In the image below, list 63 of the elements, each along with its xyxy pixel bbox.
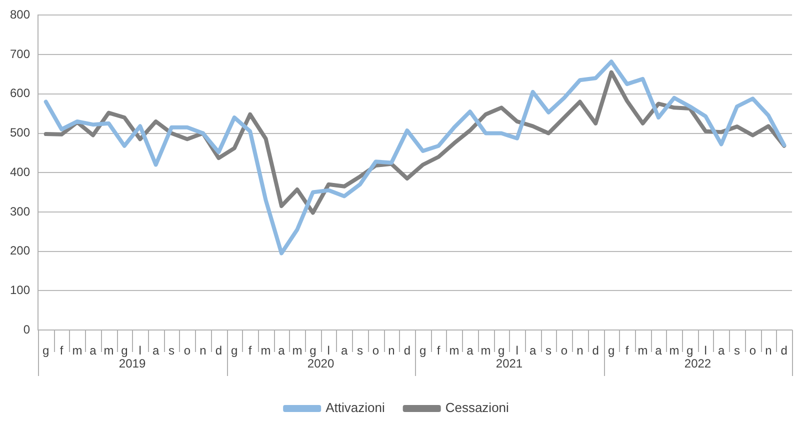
x-tick-label: m [292, 344, 302, 358]
x-tick-label: g [121, 344, 128, 358]
x-tick-label: m [260, 344, 271, 358]
x-tick-label: s [734, 344, 740, 358]
x-tick-label: m [480, 344, 491, 358]
x-tick-label: m [669, 344, 680, 358]
x-tick-label: l [704, 344, 707, 358]
text: 2019 [118, 356, 146, 370]
x-tick-label: g [231, 344, 238, 358]
y-tick-label: 400 [10, 164, 30, 179]
y-tick-label: 300 [10, 204, 30, 218]
x-tick-label: m [638, 344, 648, 358]
x-tick-label: g [686, 344, 694, 358]
x-tick-label: l [327, 344, 330, 358]
x-tick-label: a [655, 344, 662, 358]
x-tick-label: o [560, 344, 568, 358]
x-tick-label: n [576, 344, 584, 358]
x-tick-label: g [608, 344, 615, 358]
x-tick-label: a [529, 344, 536, 358]
x-tick-label: a [340, 344, 348, 358]
x-tick-label: o [372, 344, 380, 358]
x-tick-label: s [168, 344, 175, 358]
x-tick-label: l [138, 344, 142, 358]
x-tick-label: m [449, 344, 460, 358]
x-tick-label: f [60, 344, 64, 358]
x-tick-label: a [466, 344, 474, 358]
x-tick-label: d [215, 344, 222, 358]
x-tick-label: a [90, 344, 97, 358]
legend-label: Attivazioni [326, 400, 385, 416]
x-tick-label: d [780, 344, 788, 358]
x-tick-label: s [357, 344, 364, 358]
x-tick-label: g [42, 344, 50, 358]
x-tick-label: n [200, 344, 206, 358]
x-tick-label: n [765, 344, 772, 358]
y-tick-label: 100 [10, 282, 30, 297]
y-tick-label: 700 [10, 46, 30, 61]
x-tick-label: d [592, 344, 599, 358]
x-tick-label: s [546, 344, 552, 358]
y-tick-label: 800 [10, 8, 30, 22]
x-tick-label: o [749, 344, 756, 358]
y-tick-label: 500 [10, 126, 30, 140]
x-tick-label: l [516, 344, 518, 358]
x-tick-label: f [436, 344, 441, 358]
x-tick-label: g [310, 344, 316, 358]
legend-label: Cessazioni [445, 400, 510, 416]
y-tick-label: 0 [23, 322, 30, 336]
x-tick-label: n [388, 344, 395, 358]
x-tick-label: a [718, 344, 725, 358]
x-tick-label: a [278, 344, 286, 358]
x-tick-label: g [420, 344, 426, 358]
text: 2021 [496, 356, 523, 370]
x-tick-label: g [498, 344, 505, 358]
text: 2020 [307, 356, 334, 370]
x-tick-label: a [152, 344, 160, 358]
y-tick-label: 200 [10, 244, 30, 258]
x-tick-label: m [72, 344, 82, 358]
x-tick-label: d [404, 344, 410, 358]
x-tick-label: f [248, 344, 252, 358]
y-tick-label: 600 [10, 86, 30, 100]
x-tick-label: m [104, 344, 114, 358]
x-tick-label: f [625, 344, 630, 358]
x-tick-label: o [184, 344, 191, 358]
text: 2022 [684, 356, 712, 370]
